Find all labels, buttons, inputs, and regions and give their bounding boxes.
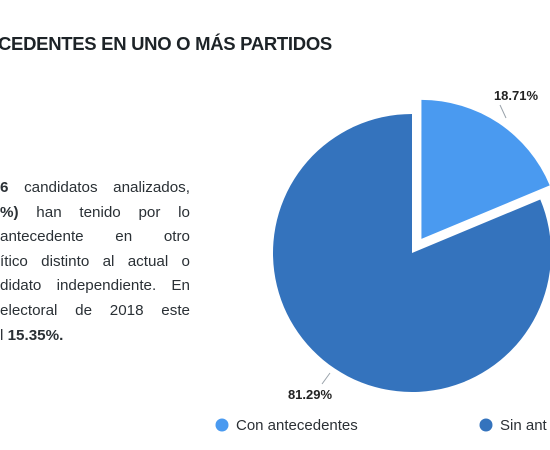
- paragraph-line-4: ítico distinto al actual o: [0, 252, 190, 270]
- paragraph-line-3: antecedente en otro: [0, 228, 190, 246]
- paragraph-line-5: didato independiente. En: [0, 277, 190, 295]
- paragraph-line-1-text: candidatos analizados,: [8, 179, 190, 196]
- pie-slice-con-antecedentes: [421, 99, 550, 239]
- data-label-1: 18.71%: [494, 88, 539, 103]
- legend-label-1: Con antecedentes: [236, 417, 358, 434]
- leader-line-2: [321, 372, 331, 385]
- paragraph-line-6: electoral de 2018 este: [0, 301, 190, 319]
- legend-marker-1: [215, 418, 229, 432]
- paragraph-line-2: %) han tenido por lo: [0, 201, 190, 226]
- paragraph-percent: %): [0, 203, 19, 221]
- pie-slice-sin-ant: [273, 114, 550, 392]
- paragraph-line-7-text: l: [0, 326, 8, 344]
- description-paragraph: 6 candidatos analizados, %) han tenido p…: [0, 176, 190, 348]
- data-label-2: 81.29%: [288, 387, 333, 402]
- chart-title: CEDENTES EN UNO O MÁS PARTIDOS: [0, 33, 332, 54]
- legend-label-2: Sin ant: [500, 417, 548, 434]
- legend-marker-2: [479, 418, 493, 432]
- paragraph-2018-percent: 15.35%.: [7, 326, 64, 344]
- paragraph-line-2-text: han tenido por lo: [18, 203, 190, 221]
- paragraph-line-1: 6 candidatos analizados,: [0, 176, 190, 201]
- leader-line-1: [499, 104, 507, 119]
- paragraph-line-7: l 15.35%.: [0, 324, 190, 349]
- paragraph-count: 6: [0, 179, 9, 196]
